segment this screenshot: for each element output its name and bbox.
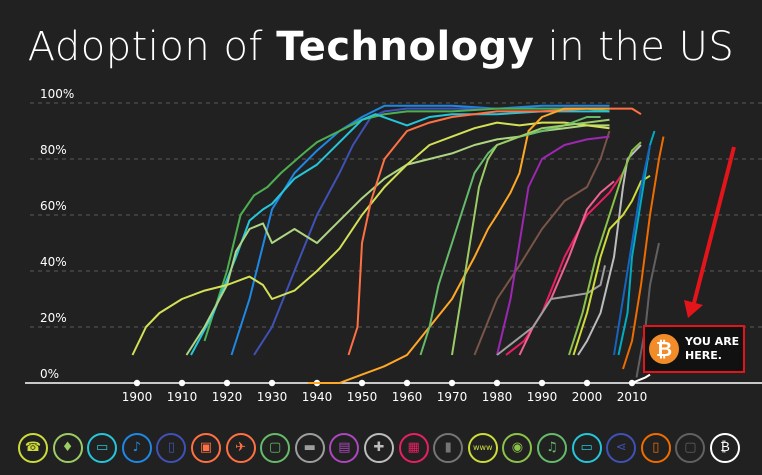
you-are-here-callout: ₿ YOU ARE HERE. — [643, 325, 745, 373]
page-title: Adoption of Technology in the US — [0, 24, 762, 70]
title-part-3: in the US — [534, 24, 735, 70]
series-line — [496, 265, 606, 356]
x-tick-label: 2000 — [572, 390, 603, 404]
series-line — [496, 135, 610, 356]
flatscreen-tv-icon: ▭ — [571, 433, 602, 463]
series-line — [577, 144, 642, 356]
x-tick-dot — [538, 379, 546, 387]
bitcoin-icon: ₿ — [710, 433, 740, 463]
credit-card-icon: ▬ — [294, 433, 325, 463]
vcr-icon: ▤ — [329, 433, 360, 463]
x-tick-dot — [448, 379, 456, 387]
car-icon: ▭ — [87, 433, 118, 463]
x-tick-label: 2010 — [617, 390, 648, 404]
x-tick-dot — [403, 379, 411, 387]
camera-icon: ◉ — [502, 433, 533, 463]
y-tick-label: 80% — [40, 143, 67, 157]
series-line — [253, 107, 610, 356]
series-line — [568, 141, 642, 356]
technology-icon-row: ☎ ♦ ▭ ♪ ▯ ▣ ✈ ▢ ▬ ▤ ✚ ▦ ▮ www ◉ ♫ ▭ ⋖ ▯ ▢ ₿ — [18, 433, 753, 467]
series-line — [572, 174, 651, 356]
callout-line-1: YOU ARE — [685, 335, 740, 348]
color-tv-icon: ▢ — [260, 433, 291, 463]
smartphone-icon: ▯ — [640, 433, 671, 463]
series-line — [631, 373, 651, 384]
callout-line-2: HERE. — [685, 349, 722, 362]
x-tick-dot — [268, 379, 276, 387]
x-tick-label: 1900 — [122, 390, 153, 404]
bitcoin-badge-icon: ₿ — [649, 334, 679, 364]
series-line — [185, 124, 610, 356]
y-tick-label: 100% — [40, 87, 74, 101]
y-tick-label: 40% — [40, 255, 67, 269]
television-icon: ▣ — [191, 433, 221, 463]
x-tick-dot — [493, 379, 501, 387]
x-tick-dot — [358, 379, 366, 387]
title-part-1: Adoption of — [27, 24, 277, 70]
series-line — [613, 144, 651, 356]
series-line — [473, 130, 611, 356]
series-line — [419, 116, 601, 356]
x-tick-label: 1930 — [257, 390, 288, 404]
mp3-player-icon: ♫ — [537, 433, 567, 463]
pointer-arrow-shaft — [692, 146, 736, 304]
telephone-icon: ☎ — [18, 433, 48, 463]
radio-icon: ♪ — [121, 433, 152, 463]
series-line — [635, 242, 660, 378]
series-line — [308, 107, 610, 384]
series-line — [203, 107, 610, 342]
series-line — [131, 121, 610, 356]
series-line — [505, 172, 624, 356]
series-line — [622, 136, 665, 370]
x-tick-label: 1960 — [392, 390, 423, 404]
x-tick-dot — [133, 379, 141, 387]
y-tick-label: 20% — [40, 311, 67, 325]
y-tick-label: 60% — [40, 199, 67, 213]
x-tick-dot — [223, 379, 231, 387]
x-tick-label: 1920 — [212, 390, 243, 404]
x-tick-label: 1940 — [302, 390, 333, 404]
series-line — [617, 130, 656, 356]
series-line — [518, 180, 615, 356]
cell-phone-icon: ▮ — [433, 433, 464, 463]
tablet-icon: ▢ — [675, 433, 706, 463]
internet-icon: www — [467, 433, 498, 463]
x-tick-dot — [583, 379, 591, 387]
pointer-arrow-head — [684, 300, 703, 318]
series-line — [451, 118, 610, 356]
x-tick-label: 1910 — [167, 390, 198, 404]
refrigerator-icon: ▯ — [156, 433, 187, 463]
series-line — [230, 104, 610, 356]
x-tick-label: 1950 — [347, 390, 378, 404]
x-tick-label: 1980 — [482, 390, 513, 404]
y-tick-label: 0% — [40, 367, 59, 381]
airplane-icon: ✈ — [225, 433, 256, 463]
x-tick-label: 1990 — [527, 390, 558, 404]
series-line — [190, 110, 610, 356]
x-tick-dot — [178, 379, 186, 387]
lightbulb-icon: ♦ — [52, 433, 83, 463]
game-console-icon: ✚ — [364, 433, 394, 463]
callout-text: YOU ARE HERE. — [685, 335, 739, 363]
x-tick-label: 1970 — [437, 390, 468, 404]
title-part-2: Technology — [276, 24, 535, 70]
computer-icon: ▦ — [398, 433, 429, 463]
social-media-icon: ⋖ — [606, 433, 637, 463]
